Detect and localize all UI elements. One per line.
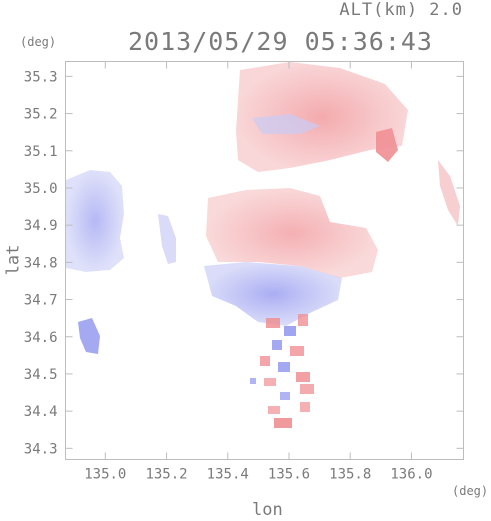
y-tick-label: 34.8 <box>24 255 58 271</box>
y-tick-label: 34.3 <box>24 441 58 457</box>
echo-east-edge <box>438 160 460 226</box>
x-tick-label: 135.0 <box>84 467 126 483</box>
y-tick-label: 34.6 <box>24 330 58 346</box>
x-tick-label: 136.0 <box>390 467 432 483</box>
x-axis-ticks: 135.0 135.2 135.4 135.6 135.8 136.0 <box>84 61 433 483</box>
x-axis-unit: (deg) <box>452 484 489 498</box>
echo-field <box>66 62 460 428</box>
echo-ne-cell <box>376 128 398 162</box>
timestamp: 2013/05/29 05:36:43 <box>128 27 433 56</box>
x-tick-label: 135.2 <box>145 467 187 483</box>
y-tick-label: 35.0 <box>24 181 58 197</box>
x-tick-label: 135.4 <box>207 467 249 483</box>
y-tick-label: 34.7 <box>24 293 58 309</box>
echo-patch-west-small <box>78 318 100 354</box>
y-axis-ticks: 34.3 34.4 34.5 34.6 34.7 34.8 34.9 35.0 35.1 35.2… <box>24 69 464 457</box>
echo-north-blue <box>252 114 320 134</box>
altitude-label: ALT(km) 2.0 <box>339 0 463 20</box>
x-tick-label: 135.8 <box>329 467 371 483</box>
echo-north-arc <box>236 62 408 172</box>
y-axis-unit: (deg) <box>20 35 57 49</box>
y-tick-label: 35.1 <box>24 144 58 160</box>
echo-central-red <box>206 188 378 278</box>
y-tick-label: 34.5 <box>24 367 58 383</box>
x-tick-label: 135.6 <box>268 467 310 483</box>
x-axis-label: lon <box>252 500 283 520</box>
y-tick-label: 35.2 <box>24 107 58 123</box>
echo-central-blue <box>204 262 342 326</box>
echo-strip <box>158 214 176 264</box>
y-tick-label: 34.9 <box>24 218 58 234</box>
echo-patch-west <box>66 170 124 272</box>
echo-south-cells <box>250 314 314 428</box>
y-tick-label: 35.3 <box>24 69 58 85</box>
y-tick-label: 34.4 <box>24 404 58 420</box>
plot-frame <box>65 61 464 460</box>
